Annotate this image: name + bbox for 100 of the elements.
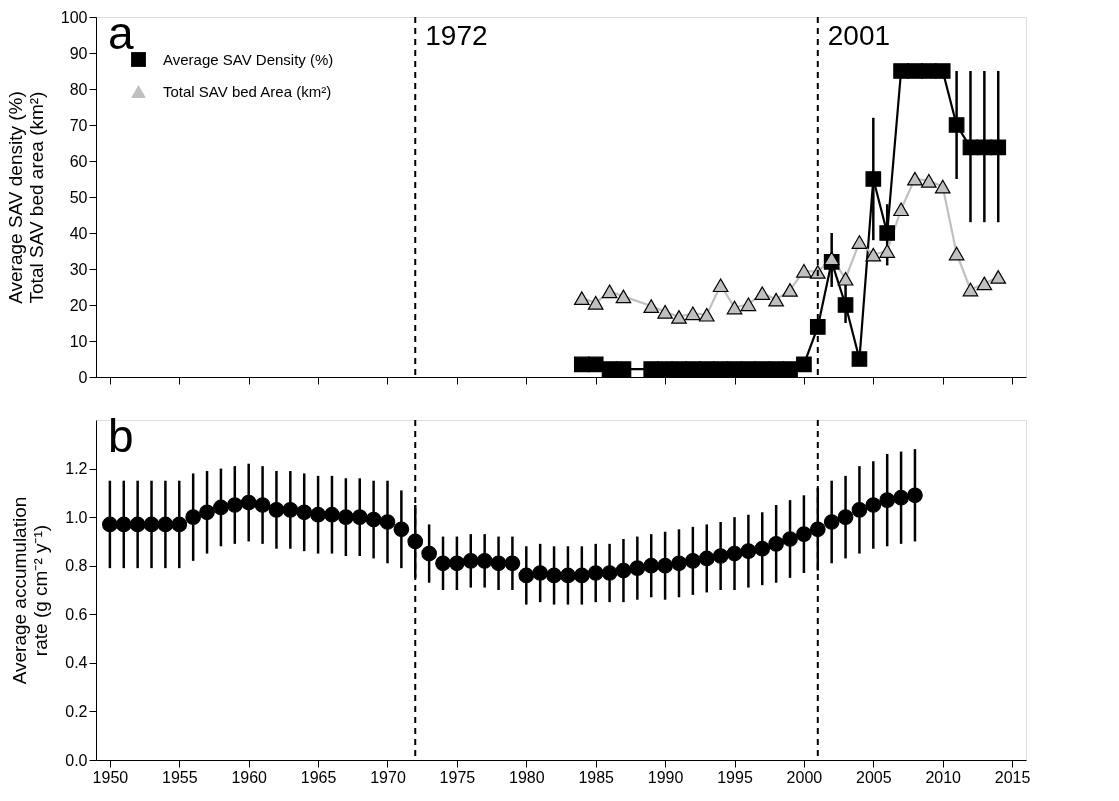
point <box>324 506 340 523</box>
x-tick-label: 2015 <box>994 768 1031 786</box>
point <box>476 553 493 569</box>
point <box>837 509 854 525</box>
point <box>865 247 882 262</box>
point <box>823 251 840 266</box>
y-tick-label: 40 <box>69 224 88 242</box>
point <box>573 291 590 306</box>
point <box>199 504 215 521</box>
legend-label: Total SAV bed Area (km²) <box>163 82 332 100</box>
y-tick-label: 100 <box>60 8 88 26</box>
point <box>657 557 673 574</box>
y-tick-label: 60 <box>69 152 88 170</box>
y-tick-label: 0.2 <box>65 702 88 720</box>
point <box>768 536 784 552</box>
point <box>865 497 882 513</box>
point <box>657 304 673 319</box>
point <box>754 540 771 557</box>
ref-line-label: 2001 <box>827 20 891 51</box>
point <box>435 555 451 572</box>
point <box>310 506 326 523</box>
point <box>893 489 909 506</box>
point <box>560 567 576 584</box>
point <box>879 492 896 508</box>
point <box>768 361 784 377</box>
y-tick-label: 0.8 <box>65 557 88 575</box>
point <box>601 361 618 377</box>
point <box>685 306 701 321</box>
point <box>629 560 646 576</box>
point <box>254 497 271 513</box>
point <box>407 533 424 550</box>
x-tick-label: 2000 <box>786 768 823 786</box>
point <box>573 567 590 584</box>
point <box>851 502 868 518</box>
x-tick-label: 1980 <box>509 768 545 786</box>
y-tick-label: 70 <box>69 116 88 134</box>
point <box>796 526 812 542</box>
x-tick-label: 1960 <box>231 768 268 786</box>
y-tick-label: 0 <box>78 368 88 386</box>
point <box>837 271 854 286</box>
y-tick-label: 20 <box>69 296 88 314</box>
point <box>546 567 562 584</box>
point <box>698 550 715 567</box>
point <box>976 139 993 156</box>
point <box>754 361 771 377</box>
point <box>782 283 798 297</box>
point <box>615 289 632 304</box>
point <box>907 63 923 79</box>
point <box>823 514 840 530</box>
point <box>338 509 354 525</box>
point <box>934 179 951 194</box>
point <box>962 282 979 297</box>
point <box>782 361 798 377</box>
point <box>421 545 437 562</box>
point <box>671 361 687 377</box>
point <box>601 284 618 299</box>
point <box>879 244 896 258</box>
point <box>615 562 632 579</box>
y-tick-label: 30 <box>69 260 88 278</box>
point <box>643 361 660 377</box>
point <box>685 553 701 569</box>
point <box>726 545 743 562</box>
point <box>671 555 687 572</box>
point <box>157 516 174 533</box>
y-tick-label: 10 <box>69 332 88 350</box>
point <box>754 286 771 300</box>
point <box>685 361 701 377</box>
annotation: b <box>108 410 134 462</box>
point <box>671 310 687 324</box>
point <box>504 555 521 572</box>
point <box>615 361 632 377</box>
x-tick-label: 1965 <box>300 768 337 786</box>
point <box>712 361 729 377</box>
x-tick-label: 2005 <box>856 768 892 786</box>
point <box>240 494 257 511</box>
point <box>296 504 313 521</box>
point <box>809 319 826 335</box>
point <box>948 117 965 133</box>
annotation: a <box>108 7 134 59</box>
y-tick-label: 0.0 <box>65 751 88 769</box>
y-tick-label: 1.0 <box>65 508 88 526</box>
point <box>143 516 160 533</box>
y-axis-title: Average SAV density (%) Total SAV bed area (km²) <box>4 91 47 304</box>
point <box>920 173 937 188</box>
point <box>268 502 285 518</box>
point <box>920 63 937 79</box>
point <box>213 499 229 516</box>
point <box>851 351 868 367</box>
point <box>990 139 1007 156</box>
point <box>740 297 757 312</box>
point <box>462 553 479 569</box>
x-tick-label: 2010 <box>925 768 962 786</box>
point <box>171 516 188 533</box>
point <box>796 356 812 373</box>
point <box>351 509 368 525</box>
x-tick-label: 1985 <box>578 768 615 786</box>
point <box>726 300 743 315</box>
x-tick-label: 1970 <box>370 768 406 786</box>
point <box>587 565 604 581</box>
point <box>129 516 146 533</box>
